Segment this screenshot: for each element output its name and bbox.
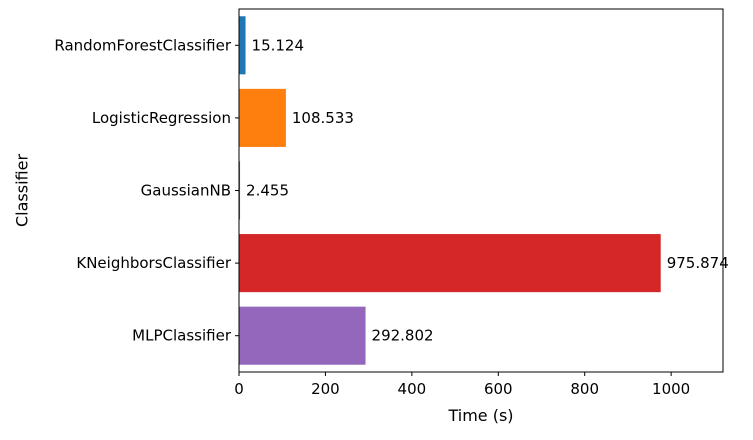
bars-layer <box>239 16 661 365</box>
data-label: 2.455 <box>246 182 289 200</box>
y-axis-label: Classifier <box>13 154 32 227</box>
bar <box>239 16 246 75</box>
y-tick-label: KNeighborsClassifier <box>76 254 231 272</box>
y-tick-label: RandomForestClassifier <box>54 36 231 54</box>
data-label: 108.533 <box>292 109 354 127</box>
bar <box>239 234 661 293</box>
x-tick-label: 400 <box>398 380 427 398</box>
data-labels-layer: 15.124 108.533 2.455 975.874 292.802 <box>246 36 729 344</box>
y-tick-label: LogisticRegression <box>92 109 231 127</box>
y-tick-label: GaussianNB <box>141 182 231 200</box>
data-label: 975.874 <box>667 254 729 272</box>
x-tick-label: 200 <box>311 380 340 398</box>
x-axis-label: Time (s) <box>447 406 513 425</box>
bar <box>239 88 286 147</box>
y-tick-label: MLPClassifier <box>132 327 232 345</box>
ticks-layer: RandomForestClassifier LogisticRegression… <box>54 36 690 398</box>
data-label: 292.802 <box>372 327 434 345</box>
data-label: 15.124 <box>252 36 305 54</box>
bar <box>239 161 241 220</box>
x-tick-label: 1000 <box>652 380 690 398</box>
bar <box>239 306 366 365</box>
x-tick-label: 800 <box>570 380 599 398</box>
x-tick-label: 0 <box>234 380 244 398</box>
x-tick-label: 600 <box>484 380 513 398</box>
